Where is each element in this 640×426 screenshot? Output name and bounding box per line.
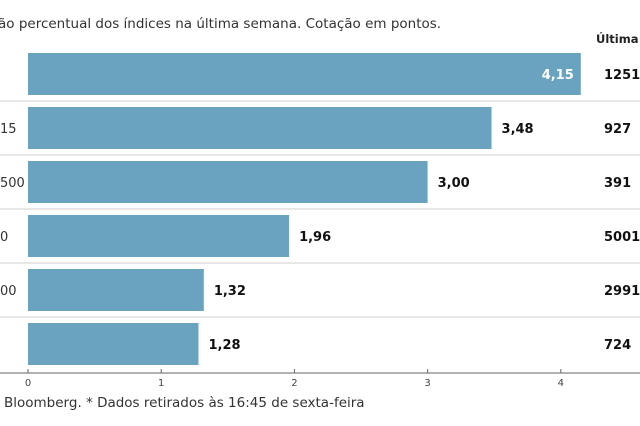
category-label: 500 — [0, 176, 25, 191]
last-quote-value: 724 — [604, 338, 631, 353]
bar — [28, 269, 204, 311]
x-tick-label: 1 — [158, 378, 164, 389]
chart-subtitle: ão percentual dos índices na última sema… — [0, 16, 442, 32]
x-tick-label: 3 — [424, 378, 430, 389]
bar-value-label: 1,32 — [214, 284, 246, 299]
bar-value-label: 4,15 — [542, 68, 574, 83]
last-quote-value: 5001 — [604, 230, 640, 245]
bar-value-label: 3,00 — [438, 176, 470, 191]
bar — [28, 161, 428, 203]
category-label: 00 — [0, 284, 17, 299]
x-tick-label: 2 — [291, 378, 297, 389]
last-quote-column-header: Última c — [596, 32, 640, 46]
last-quote-value: 391 — [604, 176, 631, 191]
last-quote-value: 927 — [604, 122, 631, 137]
x-tick-label: 4 — [558, 378, 564, 389]
bar-value-label: 1,28 — [208, 338, 240, 353]
x-tick-label: 0 — [25, 378, 31, 389]
category-label: 15 — [0, 122, 17, 137]
last-quote-value: 2991 — [604, 284, 640, 299]
bar — [28, 53, 581, 95]
bar-value-label: 1,96 — [299, 230, 331, 245]
bar — [28, 107, 492, 149]
bar — [28, 323, 199, 365]
bar — [28, 215, 290, 257]
source-note: Bloomberg. * Dados retirados às 16:45 de… — [4, 395, 365, 411]
category-label: 0 — [0, 230, 8, 245]
bar-value-label: 3,48 — [502, 122, 534, 137]
last-quote-value: 12511 — [604, 68, 640, 83]
